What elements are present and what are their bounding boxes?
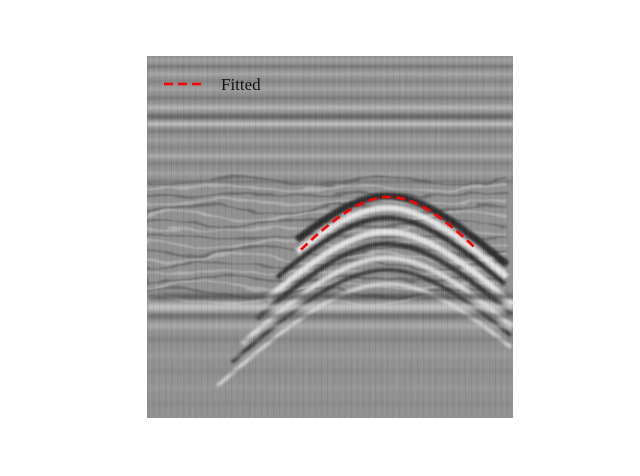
legend-label-fitted: Fitted [221, 75, 261, 94]
legend: Fitted [164, 75, 261, 94]
radargram-plot: Fitted [147, 56, 513, 418]
radargram-image: Fitted [147, 56, 513, 418]
fitted-curve [300, 195, 478, 251]
